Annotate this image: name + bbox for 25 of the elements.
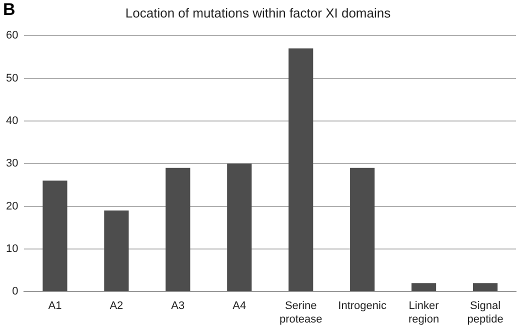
x-tick-label: A1 — [48, 300, 62, 312]
y-tick-label: 30 — [6, 158, 18, 170]
x-tick-label: A3 — [171, 300, 185, 312]
y-tick-label: 60 — [6, 30, 18, 42]
y-tick-label: 40 — [6, 114, 18, 127]
x-tick-label: Signal peptide — [467, 300, 504, 326]
x-tick-label: A2 — [110, 300, 124, 312]
x-tick-label: A4 — [232, 300, 246, 312]
x-tick-label: Linker region — [408, 300, 440, 326]
bar — [227, 164, 252, 292]
bar — [472, 283, 498, 292]
y-tick-label: 20 — [6, 200, 18, 212]
chart-title: Location of mutations within factor XI domains — [125, 5, 392, 20]
bar — [412, 283, 436, 292]
text: B — [3, 0, 16, 20]
y-tick-label: 0 — [12, 286, 18, 298]
bar — [350, 168, 375, 292]
bar — [104, 210, 129, 292]
y-tick-label: 10 — [6, 242, 18, 255]
y-tick-label: 50 — [6, 72, 18, 84]
bar — [42, 180, 68, 292]
x-tick-label: Serine protease — [279, 300, 322, 326]
x-tick-label: Introgenic — [338, 300, 387, 312]
bar — [288, 48, 314, 292]
bar — [166, 168, 190, 292]
